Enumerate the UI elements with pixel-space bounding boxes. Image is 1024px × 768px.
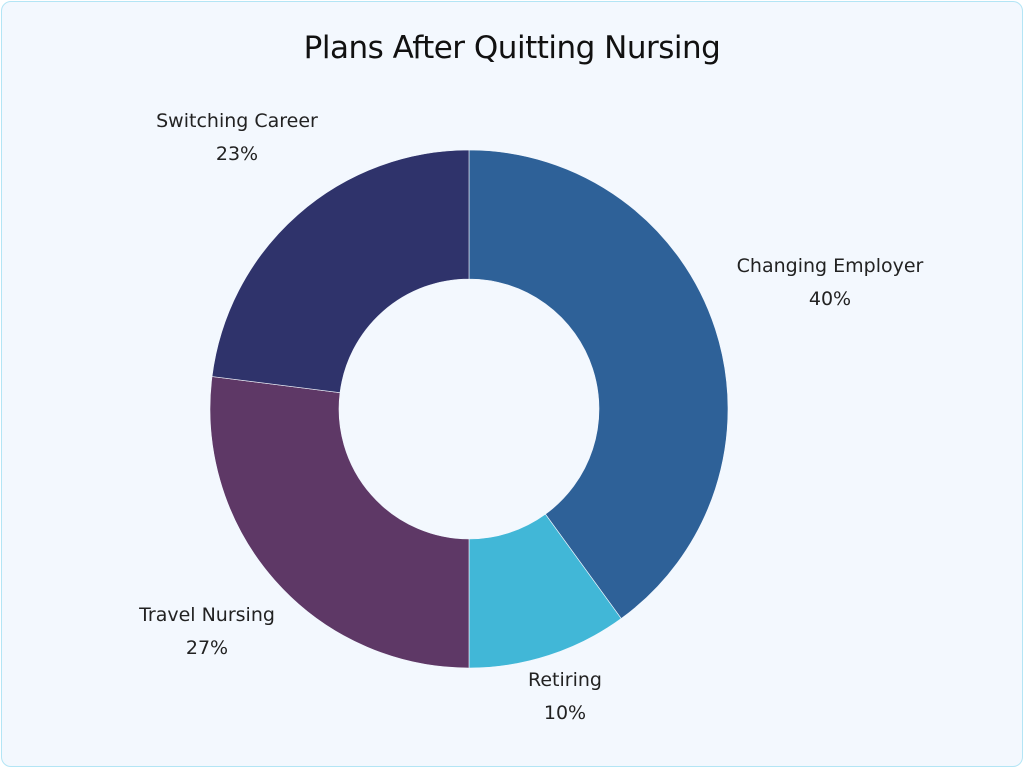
- slice-label: Travel Nursing: [138, 604, 275, 626]
- slice-changing-employer: [468, 149, 729, 619]
- slice-value-label: 27%: [186, 637, 228, 659]
- slice-label: Retiring: [528, 669, 602, 691]
- chart-title: Plans After Quitting Nursing: [303, 30, 721, 66]
- slice-label: Changing Employer: [737, 255, 924, 277]
- slice-label: Switching Career: [156, 110, 318, 132]
- slice-value-label: 23%: [216, 143, 258, 165]
- slice-value-label: 10%: [544, 702, 586, 724]
- slice-value-label: 40%: [809, 288, 851, 310]
- slice-travel-nursing: [209, 376, 470, 669]
- slice-switching-career: [211, 149, 470, 394]
